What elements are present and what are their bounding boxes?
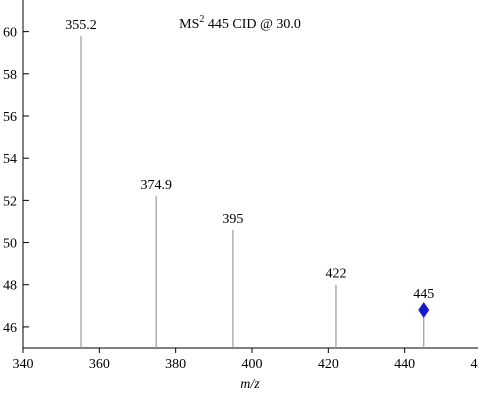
y-tick-label: 52 bbox=[3, 194, 17, 209]
x-tick-label: 400 bbox=[242, 357, 263, 372]
y-tick-label: 46 bbox=[3, 321, 17, 336]
title-rest: 445 CID @ 30.0 bbox=[204, 17, 301, 32]
x-tick-label: 340 bbox=[13, 357, 34, 372]
y-tick-label: 58 bbox=[3, 68, 17, 83]
title-superscript: 2 bbox=[199, 14, 204, 25]
peak-label: 355.2 bbox=[65, 18, 97, 33]
peak-label: 422 bbox=[325, 267, 346, 282]
peak-label: 374.9 bbox=[140, 178, 172, 193]
x-tick-label: 460 bbox=[471, 357, 478, 372]
x-tick-label: 380 bbox=[165, 357, 186, 372]
precursor-marker bbox=[418, 302, 430, 319]
y-tick-label: 50 bbox=[3, 237, 17, 252]
y-tick-label: 60 bbox=[3, 26, 17, 41]
y-tick-label: 48 bbox=[3, 279, 17, 294]
peak-label: 395 bbox=[222, 212, 243, 227]
x-axis-label: m/z bbox=[240, 377, 260, 392]
chart-title: MS2 445 CID @ 30.0 bbox=[179, 14, 301, 32]
y-tick-label: 56 bbox=[3, 110, 17, 125]
x-tick-label: 440 bbox=[394, 357, 415, 372]
x-tick-label: 360 bbox=[89, 357, 110, 372]
peak-label: 445 bbox=[413, 287, 434, 302]
y-tick-label: 54 bbox=[3, 152, 17, 167]
title-main: MS bbox=[179, 17, 199, 32]
x-tick-label: 420 bbox=[318, 357, 339, 372]
